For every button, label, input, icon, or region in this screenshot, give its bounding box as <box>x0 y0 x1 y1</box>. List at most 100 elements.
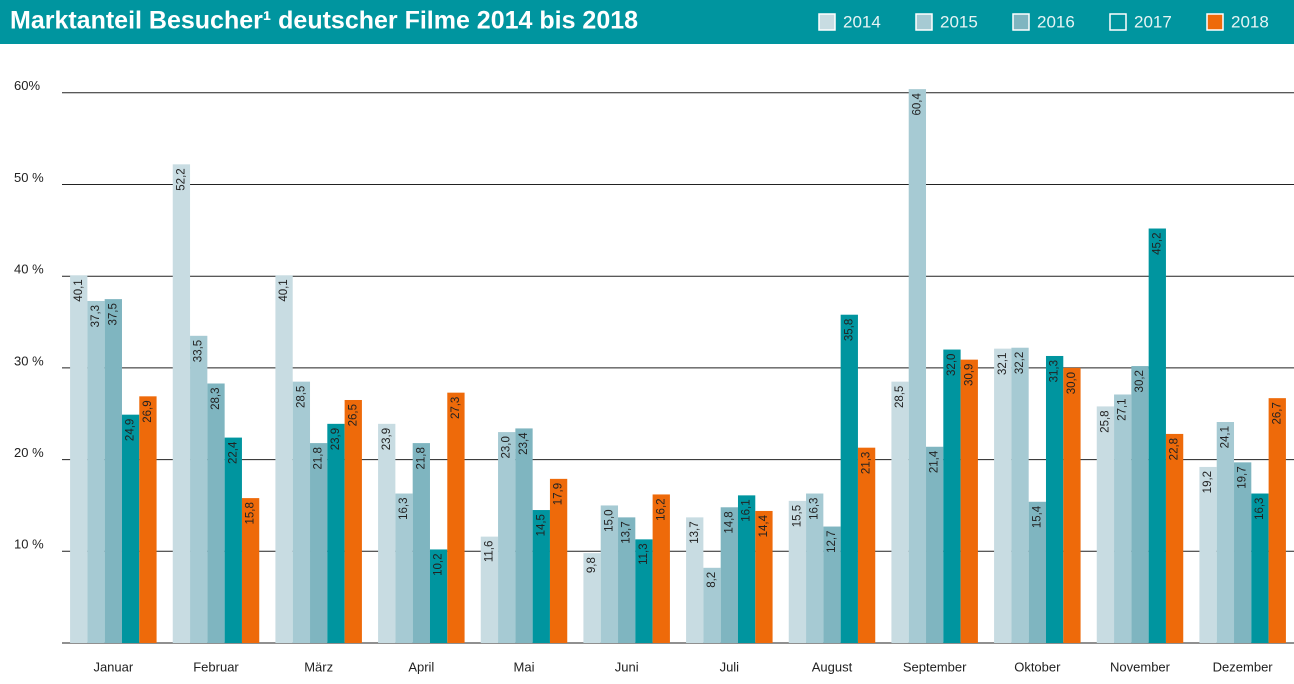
value-label: 16,3 <box>809 498 821 520</box>
bar <box>1216 422 1235 643</box>
value-label: 35,8 <box>843 319 855 341</box>
bar <box>310 443 328 643</box>
bar <box>532 510 550 643</box>
bar <box>583 553 601 643</box>
value-label: 15,8 <box>245 502 257 524</box>
x-tick-label: September <box>903 659 967 674</box>
value-label: 23,9 <box>381 428 393 450</box>
bar <box>1268 398 1286 643</box>
value-label: 27,3 <box>450 397 462 419</box>
value-label: 30,2 <box>1134 370 1146 392</box>
value-label: 28,5 <box>894 386 906 408</box>
bar <box>378 423 396 643</box>
value-label: 26,9 <box>142 400 154 422</box>
x-tick-label: Oktober <box>1014 659 1061 674</box>
bar <box>618 517 636 643</box>
bar <box>788 500 807 643</box>
chart-title: Marktanteil Besucher¹ deutscher Filme 20… <box>10 7 638 35</box>
value-label: 17,9 <box>553 483 565 505</box>
x-tick-label: August <box>812 659 853 674</box>
value-label: 13,7 <box>689 521 701 543</box>
x-tick-label: März <box>304 659 333 674</box>
header-bar <box>0 0 1294 44</box>
x-tick-label: November <box>1110 659 1171 674</box>
bar <box>1199 466 1217 643</box>
bar <box>1114 394 1132 643</box>
bar <box>1096 406 1115 643</box>
legend-label: 2018 <box>1231 12 1269 31</box>
bar <box>857 447 876 643</box>
legend-swatch <box>1012 13 1030 31</box>
value-label: 21,8 <box>313 447 325 469</box>
value-label: 32,0 <box>946 354 958 376</box>
value-label: 22,4 <box>227 441 239 464</box>
bar <box>720 507 738 643</box>
bar <box>994 348 1012 643</box>
bar <box>840 314 858 643</box>
x-tick-label: Juli <box>720 659 740 674</box>
value-label: 16,3 <box>398 498 410 520</box>
value-label: 16,3 <box>1254 498 1266 520</box>
value-label: 23,4 <box>518 432 530 455</box>
value-label: 28,5 <box>295 386 307 408</box>
bar <box>1045 355 1064 643</box>
bar <box>275 275 293 643</box>
bar <box>292 381 311 643</box>
bar <box>1063 367 1081 643</box>
x-tick-label: Februar <box>193 659 239 674</box>
value-label: 21,3 <box>861 452 873 474</box>
y-tick-label: 50 % <box>14 170 44 185</box>
value-label: 32,2 <box>1014 352 1026 374</box>
bar <box>344 399 362 643</box>
bar <box>327 423 345 643</box>
x-tick-label: Januar <box>93 659 133 674</box>
value-label: 40,1 <box>278 279 290 301</box>
bar <box>737 495 756 643</box>
bar <box>1131 366 1149 643</box>
value-label: 30,9 <box>963 364 975 386</box>
value-label: 15,5 <box>791 505 803 527</box>
value-label: 22,8 <box>1169 438 1181 460</box>
value-label: 33,5 <box>193 340 205 362</box>
value-label: 9,8 <box>586 557 598 573</box>
bar <box>686 517 704 643</box>
bar <box>87 300 105 643</box>
value-label: 16,1 <box>741 499 753 521</box>
value-label: 45,2 <box>1151 233 1163 255</box>
value-label: 24,9 <box>125 419 137 441</box>
value-label: 14,5 <box>535 514 547 536</box>
bar <box>652 494 670 643</box>
bar <box>703 567 721 643</box>
bar <box>480 536 499 643</box>
bar <box>823 526 841 643</box>
bar <box>241 498 260 643</box>
bar <box>70 275 88 643</box>
value-label: 11,6 <box>483 541 495 563</box>
value-label: 40,1 <box>73 279 85 301</box>
value-label: 10,2 <box>433 553 445 575</box>
value-label: 15,4 <box>1031 505 1043 528</box>
bar <box>806 493 824 643</box>
bar <box>1011 347 1029 643</box>
bar <box>172 164 191 644</box>
bar <box>121 414 140 643</box>
value-label: 24,1 <box>1219 426 1231 448</box>
bar <box>412 443 430 643</box>
value-label: 25,8 <box>1099 410 1111 432</box>
value-label: 14,8 <box>723 511 735 533</box>
bar <box>139 396 157 643</box>
value-label: 8,2 <box>706 572 718 588</box>
y-tick-label: 60% <box>14 78 40 93</box>
value-label: 21,4 <box>929 450 941 473</box>
x-tick-label: Mai <box>514 659 535 674</box>
y-tick-label: 20 % <box>14 445 44 460</box>
bar <box>960 359 978 643</box>
bar <box>891 381 909 643</box>
legend-swatch <box>1109 13 1127 31</box>
y-tick-label: 30 % <box>14 353 44 368</box>
bar <box>207 383 225 643</box>
value-label: 21,8 <box>415 447 427 469</box>
legend-label: 2015 <box>940 12 978 31</box>
value-label: 26,7 <box>1271 402 1283 424</box>
value-label: 12,7 <box>826 531 838 553</box>
